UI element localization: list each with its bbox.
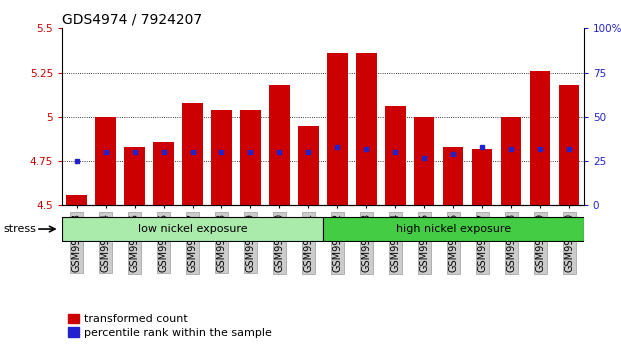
Bar xyxy=(472,149,492,205)
Bar xyxy=(211,110,232,205)
Bar xyxy=(530,71,550,205)
Text: high nickel exposure: high nickel exposure xyxy=(396,224,511,234)
Legend: transformed count, percentile rank within the sample: transformed count, percentile rank withi… xyxy=(68,314,272,338)
Bar xyxy=(240,110,261,205)
Bar xyxy=(183,103,202,205)
Bar xyxy=(298,126,319,205)
Bar xyxy=(356,53,376,205)
Bar xyxy=(327,53,348,205)
Text: stress: stress xyxy=(3,224,36,234)
Bar xyxy=(153,142,174,205)
Bar xyxy=(270,85,289,205)
Bar xyxy=(559,85,579,205)
Bar xyxy=(66,195,87,205)
Bar xyxy=(443,147,463,205)
Bar xyxy=(62,217,323,241)
Bar xyxy=(385,106,406,205)
Bar xyxy=(501,117,522,205)
Bar xyxy=(323,217,584,241)
Text: GDS4974 / 7924207: GDS4974 / 7924207 xyxy=(62,12,202,27)
Text: low nickel exposure: low nickel exposure xyxy=(138,224,247,234)
Bar xyxy=(96,117,116,205)
Bar xyxy=(414,117,435,205)
Bar xyxy=(124,147,145,205)
